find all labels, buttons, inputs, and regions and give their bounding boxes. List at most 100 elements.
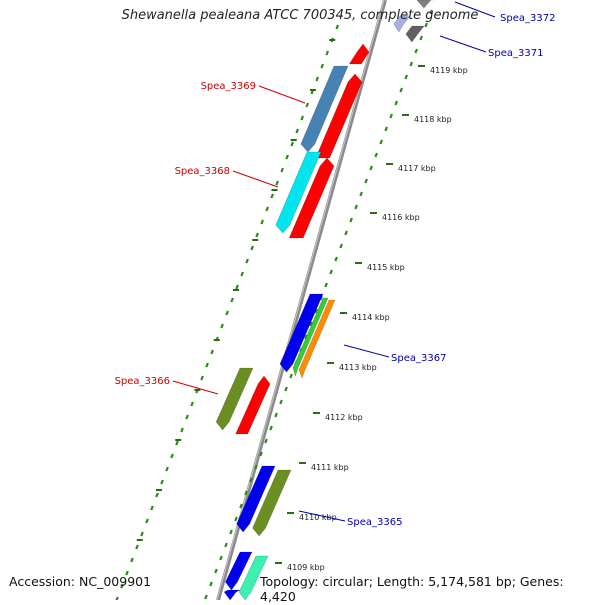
tick-dot-left (280, 167, 284, 173)
gene-red-upper (315, 73, 363, 159)
tick-dot-right (234, 516, 238, 522)
tick-dot-right (274, 412, 278, 418)
tick-dot-left (260, 219, 264, 225)
tick-dot-right (399, 87, 403, 93)
gene-orange-3367 (298, 299, 336, 379)
tick-label: 4115 kbp (367, 263, 405, 272)
tick-dot-left (240, 271, 244, 277)
gene-green-3367 (292, 297, 329, 378)
tick-dot-right (379, 139, 383, 145)
tick-dot-left (255, 232, 259, 238)
backbone-line (216, 0, 387, 601)
gene-label: Spea_3372 (500, 13, 555, 24)
gene-label: Spea_3371 (488, 48, 543, 59)
gene-label-leader (439, 35, 487, 53)
gene-label-leader (343, 344, 390, 358)
tick-dot-left (220, 323, 224, 329)
gene-blue-bottom (225, 551, 253, 591)
tick-label: 4119 kbp (430, 66, 468, 75)
tick-dot-right (249, 477, 253, 483)
tick-dot-right (394, 100, 398, 106)
gene-label: Spea_3366 (115, 376, 170, 387)
tick-dot-left (150, 505, 154, 511)
gene-red-lower (288, 157, 335, 239)
tick-dot-right (329, 269, 333, 275)
tick-dot-right (229, 529, 233, 535)
tick-dot-left (275, 180, 279, 186)
gene-red-small (348, 43, 370, 65)
tick-dot-left (305, 102, 309, 108)
tick-dot-right (314, 308, 318, 314)
tick-label: 4109 kbp (287, 563, 325, 572)
tick-dot-left (165, 466, 169, 472)
gene-label-leader (172, 380, 219, 395)
gene-blue-3365 (236, 465, 276, 533)
tick-dot-left (290, 141, 294, 147)
backbone-highlight (216, 0, 385, 601)
tick-dot-right (214, 568, 218, 574)
gene-cyan (275, 151, 322, 234)
gene-gray-top (416, 0, 434, 9)
gene-lavender (393, 15, 411, 33)
tick-dot-right (309, 321, 313, 327)
tick-dot-right (269, 425, 273, 431)
tick-dot-left (200, 375, 204, 381)
tick-dot-left (140, 531, 144, 537)
tick-dot-right (339, 243, 343, 249)
tick-dot-left (225, 310, 229, 316)
tick-dot-left (295, 128, 299, 134)
gene-aquamarine-bottom (238, 555, 269, 601)
tick-label: 4118 kbp (414, 115, 452, 124)
tick-dot-left (170, 453, 174, 459)
tick-dot-left (135, 544, 139, 550)
tick-dot-right (259, 451, 263, 457)
gene-olive-3366 (215, 367, 254, 431)
gene-label-leader (298, 510, 346, 522)
tick-dot-left (155, 492, 159, 498)
gene-steelblue (300, 65, 349, 153)
tick-dot-right (224, 542, 228, 548)
tick-dot-right (384, 126, 388, 132)
tick-dot-right (204, 594, 208, 600)
tick-dot-right (429, 9, 434, 15)
gene-blue-edge (223, 589, 241, 601)
tick-label: 4112 kbp (325, 413, 363, 422)
tick-dot-right (244, 490, 248, 496)
tick-label: 4111 kbp (311, 463, 349, 472)
tick-dot-left (160, 479, 164, 485)
tick-dot-left (265, 206, 269, 212)
gene-red-3366 (235, 375, 271, 435)
gene-label: Spea_3369 (201, 81, 256, 92)
tick-dot-right (264, 438, 268, 444)
tick-label: 4117 kbp (398, 164, 436, 173)
tick-dot-right (404, 74, 409, 80)
tick-dot-right (344, 230, 348, 236)
tick-dot-left (300, 115, 304, 121)
tick-dot-left (235, 284, 239, 290)
tick-label: 4114 kbp (352, 313, 390, 322)
tick-dot-left (230, 297, 234, 303)
tick-dot-right (334, 256, 338, 262)
gene-label-leader (258, 85, 306, 104)
tick-dot-left (250, 245, 254, 251)
tick-dot-right (324, 282, 328, 288)
gene-gray-3371 (405, 25, 425, 43)
tick-dot-right (284, 386, 288, 392)
tick-dot-right (279, 399, 283, 405)
tick-label: 4110 kbp (299, 513, 337, 522)
tick-dot-right (424, 22, 429, 28)
tick-dot-left (180, 427, 184, 433)
tick-dot-left (315, 76, 320, 82)
gene-label: Spea_3365 (347, 517, 402, 528)
tick-dot-right (359, 191, 363, 197)
tick-dot-left (325, 50, 330, 56)
tick-dot-right (254, 464, 258, 470)
gene-label: Spea_3367 (391, 353, 446, 364)
tick-dot-left (205, 362, 209, 368)
tick-dot-right (209, 581, 213, 587)
gene-blue-3367 (279, 293, 324, 373)
tick-dot-left (210, 349, 214, 355)
tick-dot-left (270, 193, 274, 199)
tick-dot-right (389, 113, 393, 119)
tick-dot-left (120, 583, 124, 589)
